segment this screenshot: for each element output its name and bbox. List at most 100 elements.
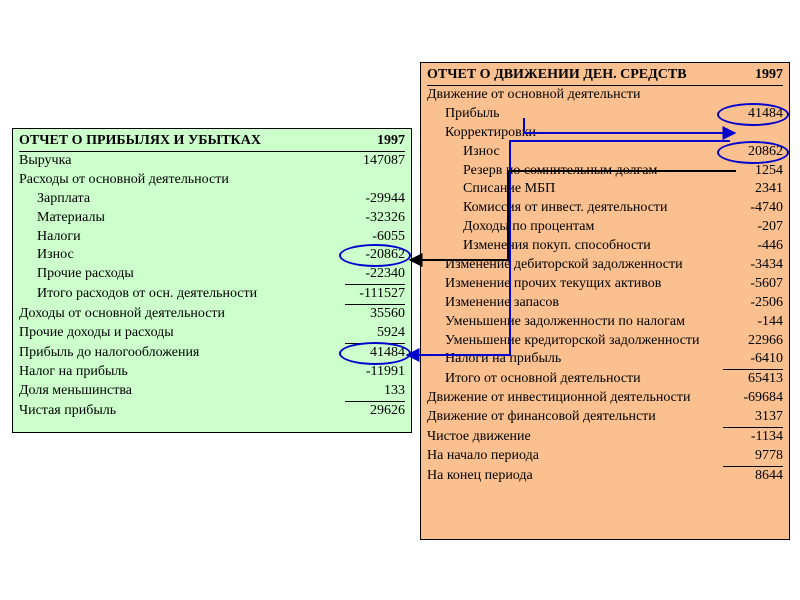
highlight-ellipse	[339, 342, 411, 365]
income-statement-header: ОТЧЕТ О ПРИБЫЛЯХ И УБЫТКАХ 1997	[19, 131, 405, 152]
cashflow-row-label: Движение от инвестиционной деятельности	[427, 389, 691, 408]
cashflow-row-label: Уменьшение задолженности по налогам	[427, 313, 685, 332]
income-row-label: Прочие расходы	[19, 265, 134, 284]
cashflow-row-label: Корректировки	[427, 124, 536, 143]
cashflow-row-label: Уменьшение кредиторской задолженности	[427, 332, 700, 351]
cashflow-row-value: -207	[723, 218, 783, 237]
cash-flow-panel: ОТЧЕТ О ДВИЖЕНИИ ДЕН. СРЕДСТВ 1997 Движе…	[420, 62, 790, 540]
cashflow-row-label: Налоги на прибыль	[427, 350, 561, 369]
cashflow-row-value: -144	[723, 313, 783, 332]
cashflow-row-label: Изменение запасов	[427, 294, 559, 313]
cashflow-row-label: На конец периода	[427, 467, 533, 486]
cashflow-row: Движение от основной деятельнсти	[427, 86, 783, 105]
cashflow-row-label: Движение от основной деятельнсти	[427, 86, 640, 105]
income-row: Расходы от основной деятельности	[19, 171, 405, 190]
income-row-label: Доходы от основной деятельности	[19, 305, 225, 324]
cashflow-row: Изменения покуп. способности -446	[427, 237, 783, 256]
income-statement-title: ОТЧЕТ О ПРИБЫЛЯХ И УБЫТКАХ	[19, 133, 261, 149]
cashflow-row-value: 20862	[723, 143, 783, 162]
income-row-label: Налоги	[19, 228, 81, 247]
cashflow-row-label: На начало периода	[427, 447, 539, 466]
cashflow-row: Изменение запасов -2506	[427, 294, 783, 313]
cashflow-row-label: Чистое движение	[427, 428, 531, 447]
income-row-value: 41484	[345, 343, 405, 363]
cashflow-row-value: 22966	[723, 332, 783, 351]
cash-flow-year: 1997	[755, 67, 783, 83]
income-row: Итого расходов от осн. деятельности -1115…	[19, 284, 405, 305]
income-row-label: Зарплата	[19, 190, 90, 209]
cashflow-row: Налоги на прибыль -6410	[427, 350, 783, 369]
cashflow-row: Движение от финансовой деятельнсти3137	[427, 408, 783, 427]
cashflow-row-value: -1134	[723, 427, 783, 447]
cashflow-row-value: -6410	[723, 350, 783, 369]
cashflow-row: Списание МБП 2341	[427, 180, 783, 199]
cashflow-row-value: -446	[723, 237, 783, 256]
cashflow-row: Уменьшение кредиторской задолженности 229…	[427, 332, 783, 351]
cashflow-row: Движение от инвестиционной деятельности -…	[427, 389, 783, 408]
cashflow-row-value: 41484	[723, 105, 783, 124]
cashflow-row-value: 2341	[723, 180, 783, 199]
cashflow-row: Износ 20862	[427, 143, 783, 162]
income-row-label: Прочие доходы и расходы	[19, 324, 174, 343]
cashflow-row: Уменьшение задолженности по налогам -144	[427, 313, 783, 332]
cashflow-row: Корректировки	[427, 124, 783, 143]
income-row-value: 5924	[345, 324, 405, 343]
income-row-value: -22340	[345, 265, 405, 284]
cashflow-row-label: Износ	[427, 143, 500, 162]
income-row: Выручка147087	[19, 152, 405, 171]
income-row: Налоги -6055	[19, 228, 405, 247]
cashflow-row: Прибыль 41484	[427, 105, 783, 124]
cashflow-row-value: 9778	[723, 447, 783, 466]
income-row: Чистая прибыль29626	[19, 401, 405, 421]
cashflow-row-value: -4740	[723, 199, 783, 218]
income-row-value: 35560	[345, 305, 405, 324]
cashflow-row-label: Изменение дебиторской задолженности	[427, 256, 683, 275]
income-row-label: Доля меньшинства	[19, 382, 132, 401]
income-row-value: 147087	[345, 152, 405, 171]
cashflow-row-label: Доходы по процентам	[427, 218, 594, 237]
cashflow-row-value: -3434	[723, 256, 783, 275]
income-row-label: Чистая прибыль	[19, 402, 116, 421]
income-row: Налог на прибыль -11991	[19, 363, 405, 382]
cashflow-row: Изменение дебиторской задолженности -3434	[427, 256, 783, 275]
income-row: Износ -20862	[19, 246, 405, 265]
cashflow-row: Резерв по сомнительным долгам 1254	[427, 162, 783, 181]
cashflow-row-value: 65413	[723, 369, 783, 389]
cashflow-row-value: 1254	[723, 162, 783, 181]
cashflow-row-value: 8644	[723, 466, 783, 486]
cashflow-row-value: -69684	[723, 389, 783, 408]
cashflow-row-label: Итого от основной деятельности	[427, 370, 641, 389]
cashflow-row: Чистое движение -1134	[427, 427, 783, 447]
cashflow-row-value: 3137	[723, 408, 783, 427]
income-row: Прочие доходы и расходы 5924	[19, 324, 405, 343]
cashflow-row-value: -2506	[723, 294, 783, 313]
income-row-value: -29944	[345, 190, 405, 209]
income-row: Доля меньшинства133	[19, 382, 405, 401]
cashflow-row-label: Изменения покуп. способности	[427, 237, 651, 256]
income-row-label: Износ	[19, 246, 74, 265]
income-row-value: -11991	[345, 363, 405, 382]
cashflow-row-label: Комиссия от инвест. деятельности	[427, 199, 668, 218]
income-row-value: -111527	[345, 284, 405, 305]
cash-flow-title: ОТЧЕТ О ДВИЖЕНИИ ДЕН. СРЕДСТВ	[427, 67, 687, 83]
income-row-label: Прибыль до налогообложения	[19, 344, 199, 363]
income-row: Доходы от основной деятельности 35560	[19, 305, 405, 324]
income-row-value: -6055	[345, 228, 405, 247]
cashflow-row: Изменение прочих текущих активов -5607	[427, 275, 783, 294]
cashflow-row: На начало периода 9778	[427, 447, 783, 466]
cashflow-row-label: Резерв по сомнительным долгам	[427, 162, 657, 181]
income-row: Материалы-32326	[19, 209, 405, 228]
cashflow-row-label: Изменение прочих текущих активов	[427, 275, 661, 294]
cashflow-row-value: -5607	[723, 275, 783, 294]
income-row: Прочие расходы -22340	[19, 265, 405, 284]
cashflow-row-label: Прибыль	[427, 105, 500, 124]
income-statement-year: 1997	[377, 133, 405, 149]
highlight-ellipse	[717, 103, 789, 126]
income-statement-panel: ОТЧЕТ О ПРИБЫЛЯХ И УБЫТКАХ 1997 Выручка1…	[12, 128, 412, 433]
income-row-value: -20862	[345, 246, 405, 265]
income-row-label: Итого расходов от осн. деятельности	[19, 285, 257, 304]
income-row-value: -32326	[345, 209, 405, 228]
income-row: Прибыль до налогообложения 41484	[19, 343, 405, 363]
income-row-label: Налог на прибыль	[19, 363, 128, 382]
cashflow-row-label: Списание МБП	[427, 180, 555, 199]
